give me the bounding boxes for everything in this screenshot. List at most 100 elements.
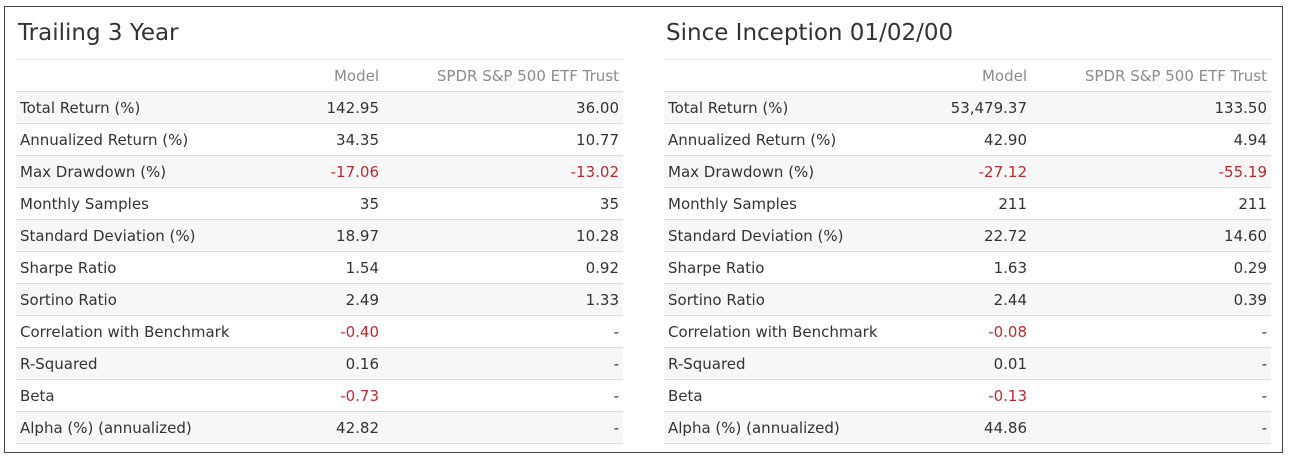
model-value: 1.63 [916, 251, 1031, 284]
table-row: Max Drawdown (%) -17.06 -13.02 [16, 155, 623, 188]
metric-label: Standard Deviation (%) [664, 219, 916, 252]
metric-label: Max Drawdown (%) [664, 155, 916, 188]
metric-label: Beta [16, 379, 268, 412]
metric-label: Total Return (%) [664, 91, 916, 124]
benchmark-value: - [1031, 379, 1271, 412]
stats-table: Model SPDR S&P 500 ETF Trust Total Retur… [16, 59, 623, 444]
benchmark-value: - [383, 379, 623, 412]
table-row: Annualized Return (%) 34.35 10.77 [16, 123, 623, 156]
model-value: 44.86 [916, 411, 1031, 444]
column-header-metric [664, 59, 916, 92]
metric-label: Max Drawdown (%) [16, 155, 268, 188]
benchmark-value: 211 [1031, 187, 1271, 220]
benchmark-value: 10.28 [383, 219, 623, 252]
benchmark-value: 10.77 [383, 123, 623, 156]
model-value: 53,479.37 [916, 91, 1031, 124]
benchmark-value: - [1031, 411, 1271, 444]
model-value: -0.13 [916, 379, 1031, 412]
table-row: Sharpe Ratio 1.54 0.92 [16, 251, 623, 284]
table-row: Beta -0.73- [16, 379, 623, 412]
column-header-model: Model [268, 59, 383, 92]
benchmark-value: 36.00 [383, 91, 623, 124]
benchmark-value: -13.02 [383, 155, 623, 188]
table-row: Alpha (%) (annualized) 42.82- [16, 411, 623, 444]
benchmark-value: - [383, 347, 623, 380]
benchmark-value: 0.92 [383, 251, 623, 284]
model-value: 2.44 [916, 283, 1031, 316]
model-value: 22.72 [916, 219, 1031, 252]
table-row: Sortino Ratio 2.49 1.33 [16, 283, 623, 316]
table-row: Correlation with Benchmark -0.40- [16, 315, 623, 348]
metric-label: Sortino Ratio [16, 283, 268, 316]
benchmark-value: - [383, 411, 623, 444]
benchmark-value: - [1031, 347, 1271, 380]
metric-label: Annualized Return (%) [16, 123, 268, 156]
metric-label: Standard Deviation (%) [16, 219, 268, 252]
model-value: 1.54 [268, 251, 383, 284]
metric-label: R-Squared [16, 347, 268, 380]
metric-label: Beta [664, 379, 916, 412]
table-row: Correlation with Benchmark -0.08- [664, 315, 1271, 348]
column-header-metric [16, 59, 268, 92]
metric-label: Monthly Samples [16, 187, 268, 220]
table-row: Sharpe Ratio 1.63 0.29 [664, 251, 1271, 284]
column-header-model: Model [916, 59, 1031, 92]
table-row: Monthly Samples 211 211 [664, 187, 1271, 220]
metric-label: Sharpe Ratio [664, 251, 916, 284]
metric-label: Total Return (%) [16, 91, 268, 124]
table-row: R-Squared 0.01- [664, 347, 1271, 380]
benchmark-value: 133.50 [1031, 91, 1271, 124]
model-value: 0.16 [268, 347, 383, 380]
model-value: 211 [916, 187, 1031, 220]
table-row: Standard Deviation (%) 18.97 10.28 [16, 219, 623, 252]
table-row: Standard Deviation (%) 22.72 14.60 [664, 219, 1271, 252]
model-value: -0.73 [268, 379, 383, 412]
metric-label: Annualized Return (%) [664, 123, 916, 156]
panel-title: Trailing 3 Year [18, 20, 179, 46]
table-row: Alpha (%) (annualized) 44.86- [664, 411, 1271, 444]
benchmark-value: - [383, 315, 623, 348]
model-value: -17.06 [268, 155, 383, 188]
benchmark-value: 14.60 [1031, 219, 1271, 252]
benchmark-value: 0.39 [1031, 283, 1271, 316]
model-value: 34.35 [268, 123, 383, 156]
stats-table: Model SPDR S&P 500 ETF Trust Total Retur… [664, 59, 1271, 444]
model-value: 35 [268, 187, 383, 220]
table-row: Sortino Ratio 2.44 0.39 [664, 283, 1271, 316]
metric-label: Alpha (%) (annualized) [16, 411, 268, 444]
table-header-row: Model SPDR S&P 500 ETF Trust [16, 59, 623, 92]
since-inception-panel: Since Inception 01/02/00 Model SPDR S&P … [664, 7, 1271, 444]
benchmark-value: 35 [383, 187, 623, 220]
benchmark-value: 4.94 [1031, 123, 1271, 156]
benchmark-value: - [1031, 315, 1271, 348]
model-value: -0.08 [916, 315, 1031, 348]
metric-label: Sharpe Ratio [16, 251, 268, 284]
table-row: Total Return (%) 53,479.37 133.50 [664, 91, 1271, 124]
metric-label: R-Squared [664, 347, 916, 380]
model-value: 142.95 [268, 91, 383, 124]
table-row: Total Return (%) 142.95 36.00 [16, 91, 623, 124]
table-row: R-Squared 0.16- [16, 347, 623, 380]
stats-frame: Trailing 3 Year Model SPDR S&P 500 ETF T… [4, 6, 1283, 453]
model-value: 42.90 [916, 123, 1031, 156]
column-header-benchmark: SPDR S&P 500 ETF Trust [383, 59, 623, 92]
column-header-benchmark: SPDR S&P 500 ETF Trust [1031, 59, 1271, 92]
metric-label: Correlation with Benchmark [664, 315, 916, 348]
panel-title: Since Inception 01/02/00 [666, 20, 954, 46]
model-value: -0.40 [268, 315, 383, 348]
metric-label: Alpha (%) (annualized) [664, 411, 916, 444]
model-value: 18.97 [268, 219, 383, 252]
metric-label: Sortino Ratio [664, 283, 916, 316]
benchmark-value: -55.19 [1031, 155, 1271, 188]
table-header-row: Model SPDR S&P 500 ETF Trust [664, 59, 1271, 92]
table-row: Beta -0.13- [664, 379, 1271, 412]
model-value: -27.12 [916, 155, 1031, 188]
table-row: Max Drawdown (%) -27.12 -55.19 [664, 155, 1271, 188]
trailing-3-year-panel: Trailing 3 Year Model SPDR S&P 500 ETF T… [16, 7, 623, 444]
benchmark-value: 1.33 [383, 283, 623, 316]
metric-label: Correlation with Benchmark [16, 315, 268, 348]
benchmark-value: 0.29 [1031, 251, 1271, 284]
model-value: 0.01 [916, 347, 1031, 380]
table-row: Monthly Samples 35 35 [16, 187, 623, 220]
model-value: 42.82 [268, 411, 383, 444]
